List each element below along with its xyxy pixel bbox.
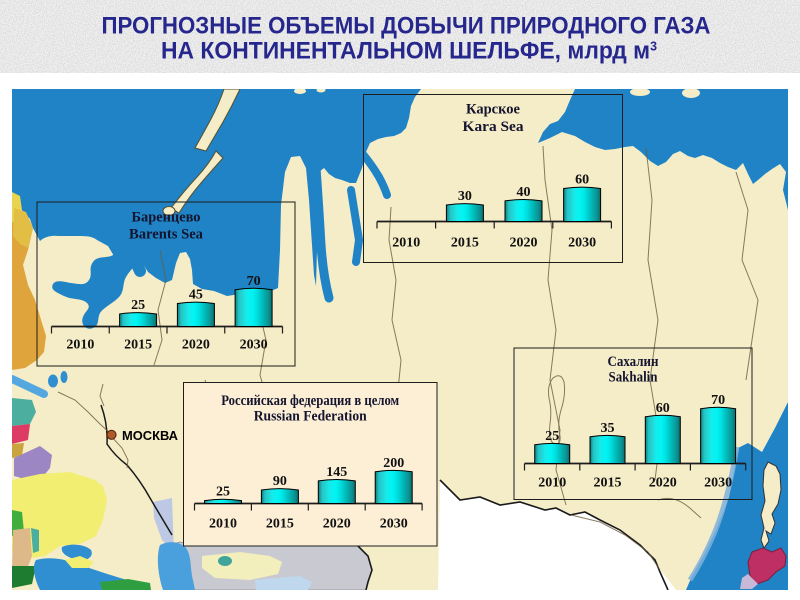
svg-text:2020: 2020 (510, 236, 538, 251)
svg-text:2010: 2010 (66, 338, 94, 353)
svg-text:200: 200 (383, 456, 404, 471)
svg-text:35: 35 (601, 421, 615, 436)
svg-text:2015: 2015 (594, 476, 622, 491)
svg-text:45: 45 (189, 288, 203, 303)
svg-text:60: 60 (656, 401, 670, 416)
svg-text:30: 30 (458, 189, 472, 204)
svg-text:Баренцево: Баренцево (132, 210, 201, 226)
svg-text:2015: 2015 (266, 517, 294, 532)
svg-text:2015: 2015 (451, 236, 479, 251)
svg-text:2030: 2030 (568, 236, 596, 251)
svg-text:70: 70 (247, 274, 261, 289)
svg-text:2010: 2010 (209, 517, 237, 532)
svg-text:Russian Federation: Russian Federation (254, 409, 368, 425)
svg-text:НА КОНТИНЕНТАЛЬНОМ ШЕЛЬФЕ, млр: НА КОНТИНЕНТАЛЬНОМ ШЕЛЬФЕ, млрд м3 (161, 38, 657, 65)
svg-text:25: 25 (216, 485, 230, 500)
svg-text:2020: 2020 (182, 338, 210, 353)
svg-text:2015: 2015 (124, 338, 152, 353)
svg-text:Kara Sea: Kara Sea (463, 119, 525, 135)
svg-text:Сахалин: Сахалин (608, 354, 659, 370)
svg-text:2010: 2010 (538, 476, 566, 491)
svg-text:25: 25 (131, 298, 145, 313)
svg-text:Карское: Карское (466, 102, 520, 118)
svg-text:2010: 2010 (392, 236, 420, 251)
svg-text:2030: 2030 (240, 338, 268, 353)
svg-text:60: 60 (575, 173, 589, 188)
svg-text:Sakhalin: Sakhalin (609, 370, 659, 386)
svg-text:2030: 2030 (704, 476, 732, 491)
svg-text:2020: 2020 (323, 517, 351, 532)
svg-text:Barents Sea: Barents Sea (129, 227, 203, 243)
svg-text:145: 145 (326, 465, 347, 480)
svg-text:2020: 2020 (649, 476, 677, 491)
svg-text:90: 90 (273, 474, 287, 489)
svg-text:70: 70 (711, 393, 725, 408)
svg-text:40: 40 (517, 185, 531, 200)
svg-text:МОСКВА: МОСКВА (122, 429, 178, 443)
svg-text:25: 25 (545, 429, 559, 444)
svg-text:2030: 2030 (380, 517, 408, 532)
svg-text:Российская федерация в целом: Российская федерация в целом (221, 393, 399, 409)
svg-text:ПРОГНОЗНЫЕ ОБЪЕМЫ ДОБЫЧИ ПРИРО: ПРОГНОЗНЫЕ ОБЪЕМЫ ДОБЫЧИ ПРИРОДНОГО ГАЗА (102, 13, 711, 40)
